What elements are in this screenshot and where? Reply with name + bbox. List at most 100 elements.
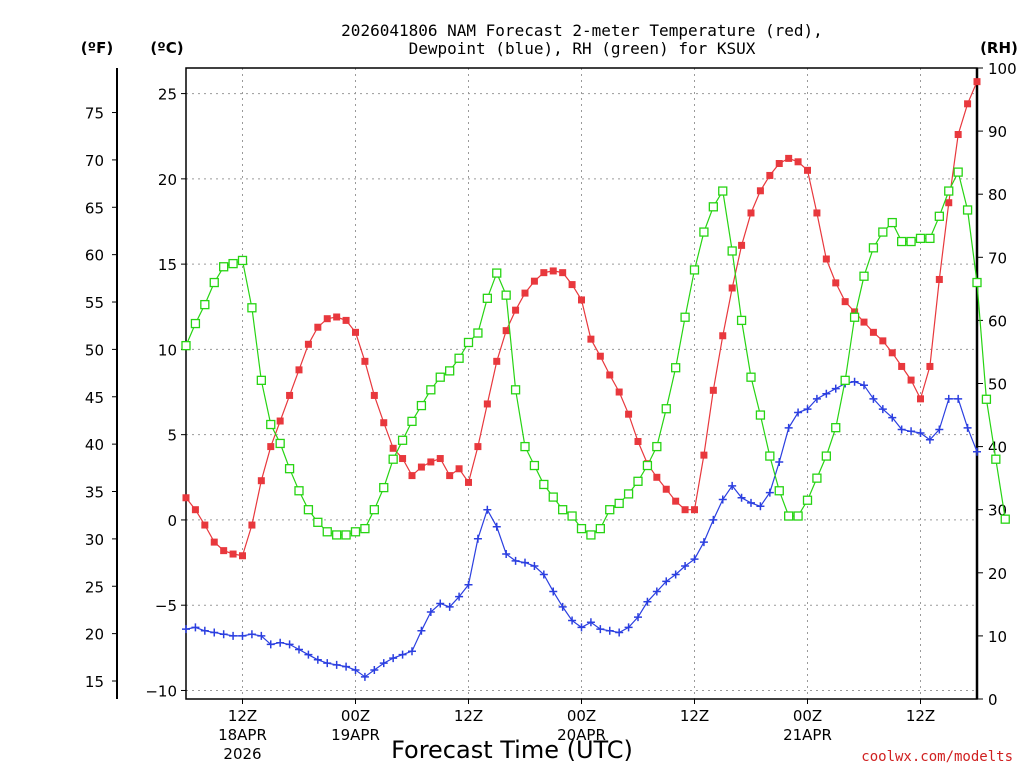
temperature-point	[352, 328, 359, 336]
dewpoint-point	[812, 394, 821, 403]
fahrenheit-tick-label: 70	[85, 152, 104, 170]
celsius-tick-label: 25	[158, 86, 177, 104]
rh-point	[247, 303, 257, 313]
temperature-point	[860, 318, 868, 326]
dewpoint-point	[247, 630, 256, 639]
rh-point	[379, 482, 389, 493]
rh-tick-label: 50	[988, 376, 1007, 394]
temperature-point	[493, 357, 501, 365]
chart-title-line-1: 2026041806 NAM Forecast 2-meter Temperat…	[341, 21, 823, 40]
dewpoint-point	[568, 616, 577, 625]
temperature-point	[474, 443, 482, 451]
rh-tick-label: 60	[988, 312, 1007, 330]
dewpoint-point	[398, 650, 407, 659]
dewpoint-point	[266, 640, 275, 649]
dewpoint-point	[332, 660, 341, 669]
temperature-point	[549, 267, 557, 275]
temperature-point	[756, 187, 764, 195]
celsius-unit-label: (ºC)	[150, 39, 183, 57]
temperature-point	[399, 455, 407, 463]
dewpoint-point	[747, 498, 755, 507]
dewpoint-point	[285, 640, 294, 649]
dewpoint-point	[822, 389, 831, 398]
rh-point	[501, 290, 511, 300]
temperature-point	[455, 465, 463, 473]
x-tick-date: 19APR	[331, 726, 380, 744]
temperature-point	[191, 506, 199, 514]
series-rh	[181, 167, 1010, 540]
temperature-point	[935, 275, 943, 283]
rh-point	[680, 312, 690, 322]
temperature-point	[295, 366, 303, 374]
rh-point	[595, 523, 605, 534]
rh-point	[388, 454, 398, 464]
temperature-point	[841, 298, 849, 306]
temperature-point	[869, 328, 877, 336]
temperature-point	[672, 497, 680, 505]
x-axis-title: Forecast Time (UTC)	[391, 736, 633, 764]
dewpoint-point	[426, 608, 435, 617]
dewpoint-point	[455, 592, 464, 601]
celsius-tick-label: 10	[158, 341, 177, 359]
x-tick-date: 21APR	[783, 726, 832, 744]
celsius-tick-label: 15	[158, 256, 177, 274]
fahrenheit-tick-label: 15	[85, 673, 104, 691]
temperature-point	[182, 494, 190, 502]
fahrenheit-tick-label: 35	[85, 484, 104, 502]
x-tick-date: 18APR	[218, 726, 267, 744]
dewpoint-point	[295, 645, 303, 654]
rh-point	[642, 460, 653, 471]
rh-unit-label: (RH)	[980, 39, 1018, 57]
dewpoint-point	[784, 423, 793, 432]
fahrenheit-tick-label: 55	[85, 294, 104, 312]
temperature-point	[257, 477, 265, 485]
rh-point	[633, 476, 643, 486]
dewpoint-point	[539, 570, 548, 579]
celsius-tick-label: 20	[158, 171, 177, 189]
dewpoint-point	[558, 602, 567, 611]
temperature-point	[813, 209, 821, 217]
rh-point	[586, 530, 596, 540]
rh-point	[520, 441, 530, 452]
dewpoint-point	[973, 447, 981, 456]
dewpoint-point	[935, 425, 944, 434]
rh-point	[784, 511, 794, 521]
series-dewpoint	[182, 377, 981, 681]
rh-point	[689, 265, 700, 275]
dewpoint-point	[869, 394, 878, 403]
temperature-point	[417, 463, 425, 471]
temperature-point	[502, 327, 510, 335]
dewpoint-point	[831, 384, 840, 393]
temperature-point	[832, 279, 840, 287]
celsius-tick-label: −10	[145, 682, 177, 700]
fahrenheit-tick-label: 60	[85, 247, 104, 265]
rh-point	[284, 464, 295, 474]
dewpoint-point	[436, 599, 445, 608]
rh-point	[454, 353, 464, 363]
fahrenheit-tick-label: 75	[85, 105, 104, 123]
x-tick-label: 00Z	[793, 707, 822, 725]
rh-point	[228, 258, 238, 269]
rh-tick-label: 90	[988, 123, 1007, 141]
rh-point	[746, 372, 756, 382]
rh-point	[548, 492, 558, 502]
rh-point	[802, 495, 813, 505]
dewpoint-point	[191, 623, 200, 632]
temperature-point	[954, 131, 962, 139]
temperature-point	[822, 255, 830, 263]
rh-point	[623, 489, 634, 499]
temperature-point	[304, 340, 312, 348]
rh-point	[934, 211, 944, 221]
temperature-point	[747, 209, 755, 217]
rh-point	[897, 236, 907, 247]
rh-point	[360, 523, 370, 534]
rh-point	[416, 400, 427, 411]
temperature-point	[446, 472, 454, 480]
temperature-point	[691, 506, 698, 514]
dewpoint-point	[737, 493, 746, 502]
rh-point	[981, 394, 992, 404]
rh-tick-label: 70	[988, 249, 1007, 267]
temperature-point	[380, 419, 388, 427]
rh-point	[915, 233, 926, 244]
